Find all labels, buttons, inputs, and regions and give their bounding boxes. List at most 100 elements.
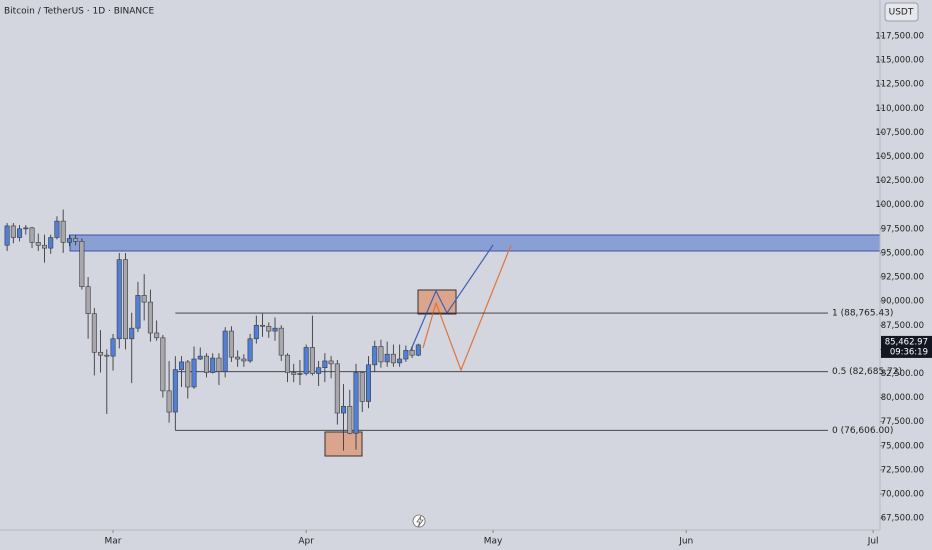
candle-body <box>66 238 72 243</box>
candle-body <box>284 354 290 373</box>
chart-title: Bitcoin / TetherUS · 1D · BINANCE <box>4 7 154 17</box>
candle-body <box>297 373 303 375</box>
y-tick-label: 77,500.00 <box>881 417 924 427</box>
candle-body <box>278 327 284 356</box>
y-tick-label: 70,000.00 <box>881 490 924 500</box>
candle-body <box>91 313 97 353</box>
x-tick-label: Jun <box>678 537 693 547</box>
x-tick-label: Apr <box>298 537 314 547</box>
candle-body <box>216 357 222 372</box>
y-tick-label: 67,500.00 <box>881 514 924 524</box>
candle-body <box>359 372 365 402</box>
candle-body <box>409 350 415 356</box>
candle-body <box>122 259 128 340</box>
x-tick-label: Mar <box>105 537 122 547</box>
candle-body <box>247 338 253 362</box>
candle-body <box>85 286 91 314</box>
y-tick-label: 92,500.00 <box>881 273 924 283</box>
candle-body <box>41 244 47 249</box>
candle-body <box>197 355 203 360</box>
candle-body <box>228 330 234 358</box>
candle-body <box>73 238 79 242</box>
candle-body <box>104 354 110 357</box>
fib-label: 1 (88,765.43) <box>832 309 893 319</box>
candle-body <box>365 364 371 402</box>
candle-body <box>415 344 421 356</box>
candle-body <box>135 295 141 329</box>
candle-body <box>309 347 315 374</box>
currency-button[interactable] <box>884 2 919 22</box>
candle-body <box>390 353 396 364</box>
y-tick-label: 90,000.00 <box>881 297 924 307</box>
candle-body <box>403 350 409 360</box>
y-tick-label: 102,500.00 <box>875 176 924 186</box>
countdown-label: 09:36:19 <box>890 347 928 357</box>
candle-body <box>222 330 228 372</box>
candle-body <box>191 358 197 388</box>
y-tick-label: 110,000.00 <box>875 104 924 114</box>
last-price-box <box>881 335 932 358</box>
candle-body <box>353 372 359 434</box>
projection-blue <box>409 244 494 353</box>
lightning-icon[interactable] <box>412 514 426 528</box>
candle-body <box>29 227 35 243</box>
candle-body <box>172 369 178 413</box>
fib-label: 0.5 (82,685.72) <box>832 367 902 377</box>
drawings <box>0 0 919 531</box>
currency-label[interactable]: USDT <box>889 8 914 18</box>
y-tick-label: 97,500.00 <box>881 224 924 234</box>
y-tick-label: 115,000.00 <box>875 56 924 66</box>
candle-body <box>166 390 172 413</box>
candle-body <box>48 237 54 249</box>
candle-body <box>328 360 334 365</box>
candle-body <box>372 346 378 366</box>
candle-body <box>141 295 147 303</box>
y-tick-label: 112,500.00 <box>875 80 924 90</box>
candle-body <box>23 227 29 230</box>
candle-body <box>272 327 278 332</box>
candle-body <box>79 241 85 287</box>
candle-body <box>316 367 322 374</box>
candle-body <box>291 372 297 375</box>
candle-body <box>322 360 328 369</box>
candle-body <box>185 361 191 388</box>
x-tick-label: Jul <box>867 537 879 547</box>
candle-body <box>347 405 353 434</box>
resistance-zone <box>69 234 881 252</box>
candle-body <box>253 324 259 340</box>
candle-body <box>384 353 390 363</box>
candle-body <box>334 363 340 414</box>
candle-body <box>378 346 384 363</box>
y-tick-label: 75,000.00 <box>881 441 924 451</box>
candle-body <box>260 324 266 327</box>
candle-body <box>60 220 66 243</box>
candle-body <box>154 332 160 339</box>
y-tick-label: 80,000.00 <box>881 393 924 403</box>
x-tick-label: May <box>484 537 503 547</box>
candle-body <box>241 358 247 362</box>
candle-body <box>54 220 60 238</box>
y-tick-label: 117,500.00 <box>875 31 924 41</box>
candle-body <box>116 259 122 340</box>
projection-orange <box>422 244 512 372</box>
candle-body <box>266 325 272 332</box>
candle-body <box>4 225 10 246</box>
candle-body <box>35 242 41 246</box>
candle-body <box>203 355 209 373</box>
last-price-label: 85,462.97 <box>885 337 928 347</box>
y-tick-label: 100,000.00 <box>875 200 924 210</box>
candle-body <box>397 358 403 364</box>
y-tick-label: 82,500.00 <box>881 369 924 379</box>
candle-body <box>303 347 309 374</box>
candle-body <box>10 225 16 238</box>
y-tick-label: 87,500.00 <box>881 321 924 331</box>
candle-body <box>235 356 241 360</box>
candle-body <box>110 338 116 357</box>
candle-body <box>179 361 185 370</box>
y-tick-label: 105,000.00 <box>875 152 924 162</box>
candle-body <box>98 351 104 356</box>
y-tick-label: 72,500.00 <box>881 465 924 475</box>
candle-body <box>129 327 135 340</box>
